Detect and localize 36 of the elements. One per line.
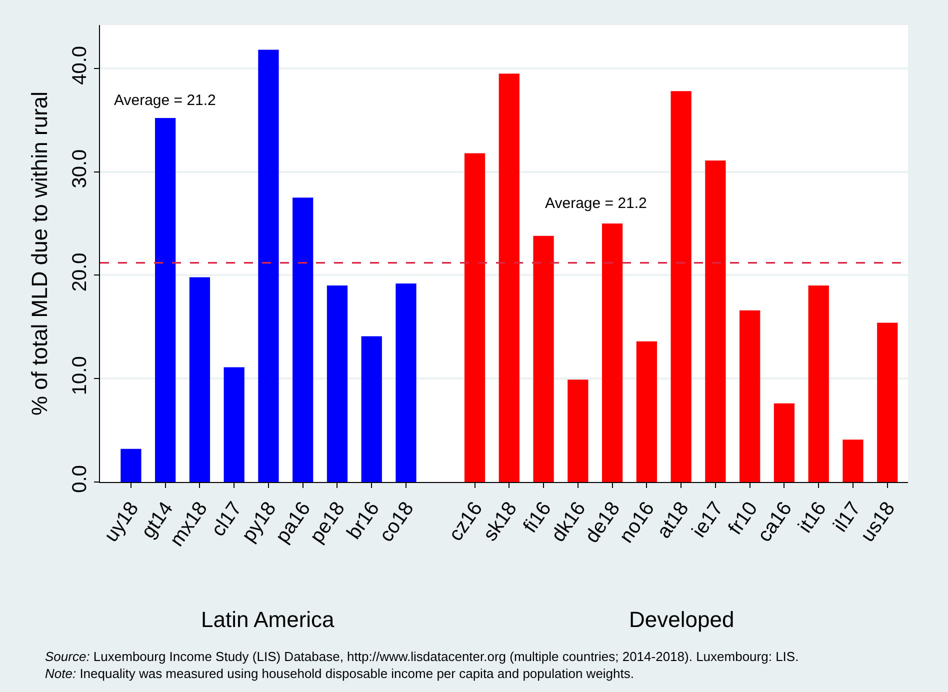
annotation: Average = 21.2 <box>545 195 647 212</box>
y-tick-label: 40.0 <box>69 46 91 85</box>
bar <box>189 277 210 482</box>
bar <box>224 367 244 482</box>
bar <box>498 74 520 482</box>
bar <box>292 198 314 482</box>
bar <box>808 286 829 482</box>
bar <box>396 283 416 482</box>
bar <box>602 224 623 482</box>
bar <box>842 440 864 482</box>
bar <box>155 118 176 482</box>
bar <box>568 380 588 482</box>
annotation: Average = 21.2 <box>114 92 216 109</box>
bar <box>464 153 486 482</box>
bar <box>774 403 795 482</box>
bar <box>533 236 554 482</box>
bar <box>326 286 348 482</box>
text: Developed <box>629 607 734 632</box>
source-note: Source: Luxembourg Income Study (LIS) Database, http://www.lisdatacenter.org (multiple countries; 2014-2018). Luxembourg: LIS. <box>45 649 799 664</box>
y-axis-title: % of total MLD due to within rural <box>26 91 52 416</box>
y-tick-label: 20.0 <box>69 252 91 292</box>
x-tick-label: it16 <box>794 498 831 538</box>
bar <box>120 448 142 482</box>
x-tick-label: fr10 <box>724 498 762 539</box>
y-tick-label: 30.0 <box>69 149 91 188</box>
bar <box>877 322 898 482</box>
text: Note: Inequality was measured using household disposable income per capita and population weights. <box>45 666 634 681</box>
text: Latin America <box>201 607 336 632</box>
bar <box>361 336 382 482</box>
bar <box>705 160 726 482</box>
bar <box>670 91 692 482</box>
y-tick-label: 0.0 <box>69 465 91 493</box>
bar <box>740 310 760 482</box>
bar <box>636 341 657 482</box>
y-tick-label: 10.0 <box>69 356 91 396</box>
bar <box>258 50 279 482</box>
